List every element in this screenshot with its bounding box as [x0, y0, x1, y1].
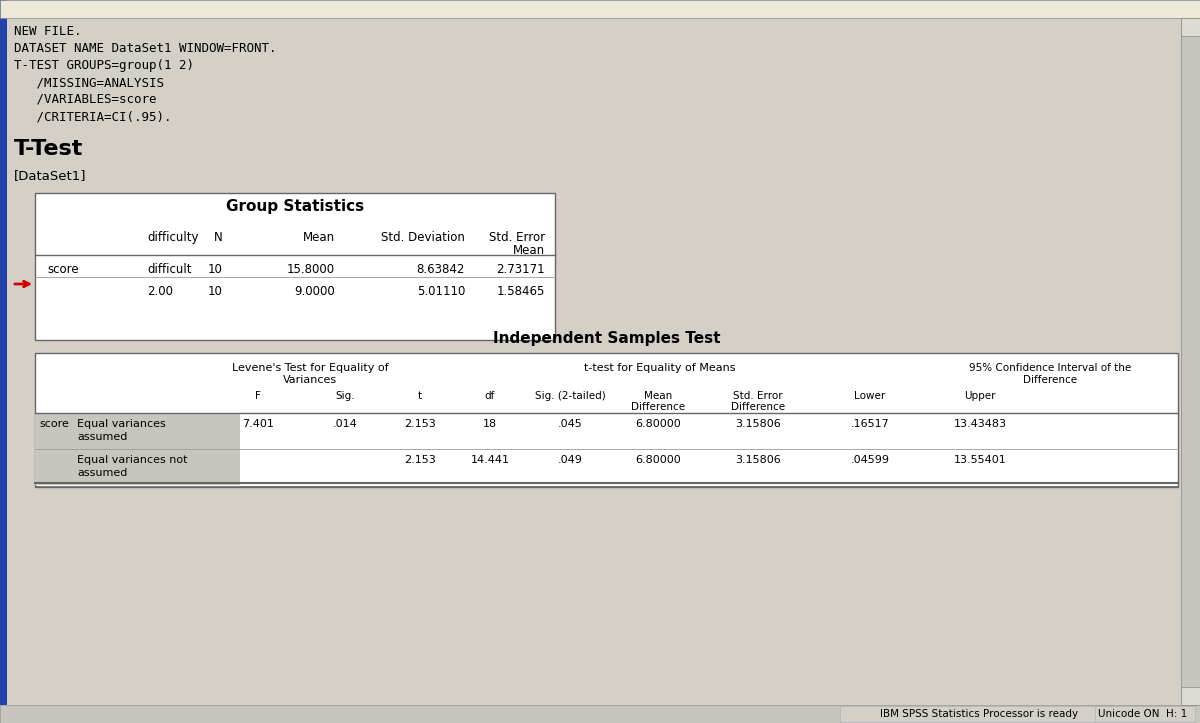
Text: Mean: Mean	[302, 231, 335, 244]
Text: NEW FILE.: NEW FILE.	[14, 25, 82, 38]
Text: 2.00: 2.00	[148, 285, 173, 298]
Text: Mean: Mean	[644, 391, 672, 401]
Text: Lower: Lower	[854, 391, 886, 401]
Text: .014: .014	[332, 419, 358, 429]
Text: assumed: assumed	[77, 432, 127, 442]
Text: Difference: Difference	[731, 402, 785, 412]
Text: 2.153: 2.153	[404, 419, 436, 429]
Bar	[1181, 18, 1200, 36]
Text: difficulty: difficulty	[148, 231, 198, 244]
Text: Sig.: Sig.	[335, 391, 355, 401]
Bar	[840, 706, 1190, 722]
Text: t-test for Equality of Means: t-test for Equality of Means	[584, 363, 736, 373]
Text: .049: .049	[558, 455, 582, 465]
Text: assumed: assumed	[77, 468, 127, 478]
Text: .04599: .04599	[851, 455, 889, 465]
Text: Levene's Test for Equality of: Levene's Test for Equality of	[232, 363, 389, 373]
Text: T-Test: T-Test	[14, 139, 83, 159]
Text: IBM SPSS Statistics Processor is ready: IBM SPSS Statistics Processor is ready	[880, 709, 1078, 719]
Text: 5.01110: 5.01110	[416, 285, 466, 298]
Text: Group Statistics: Group Statistics	[226, 199, 364, 214]
Text: T-TEST GROUPS=group(1 2): T-TEST GROUPS=group(1 2)	[14, 59, 194, 72]
Bar	[35, 193, 554, 340]
Text: Variances: Variances	[283, 375, 337, 385]
Text: Sig. (2-tailed): Sig. (2-tailed)	[535, 391, 605, 401]
Bar	[35, 449, 240, 485]
Text: 13.55401: 13.55401	[954, 455, 1007, 465]
Bar	[1181, 687, 1200, 705]
Text: 6.80000: 6.80000	[635, 419, 680, 429]
Text: Equal variances: Equal variances	[77, 419, 166, 429]
Text: 1.58465: 1.58465	[497, 285, 545, 298]
Bar	[0, 0, 7, 705]
Text: Std. Error: Std. Error	[488, 231, 545, 244]
Text: Mean: Mean	[512, 244, 545, 257]
Text: Equal variances not: Equal variances not	[77, 455, 187, 465]
Text: 10: 10	[208, 263, 223, 276]
Text: F: F	[256, 391, 260, 401]
Text: DATASET NAME DataSet1 WINDOW=FRONT.: DATASET NAME DataSet1 WINDOW=FRONT.	[14, 42, 276, 55]
Text: 14.441: 14.441	[470, 455, 510, 465]
Bar	[1181, 18, 1200, 705]
Text: 2.73171: 2.73171	[497, 263, 545, 276]
Text: 9.0000: 9.0000	[294, 285, 335, 298]
Text: Difference: Difference	[1022, 375, 1078, 385]
Text: .045: .045	[558, 419, 582, 429]
Text: t: t	[418, 391, 422, 401]
Text: Std. Error: Std. Error	[733, 391, 782, 401]
Text: Unicode ON  H: 1: Unicode ON H: 1	[1098, 709, 1187, 719]
Bar	[1096, 706, 1195, 722]
Text: 10: 10	[208, 285, 223, 298]
Text: 2.153: 2.153	[404, 455, 436, 465]
Text: 6.80000: 6.80000	[635, 455, 680, 465]
Text: difficult: difficult	[148, 263, 192, 276]
Text: 15.8000: 15.8000	[287, 263, 335, 276]
Text: Std. Deviation: Std. Deviation	[382, 231, 466, 244]
Text: /MISSING=ANALYSIS: /MISSING=ANALYSIS	[14, 76, 164, 89]
Text: .16517: .16517	[851, 419, 889, 429]
Bar	[35, 353, 1178, 487]
Bar	[35, 413, 240, 449]
Text: N: N	[215, 231, 223, 244]
Text: /CRITERIA=CI(.95).: /CRITERIA=CI(.95).	[14, 110, 172, 123]
Text: 3.15806: 3.15806	[736, 419, 781, 429]
Bar	[0, 705, 1200, 723]
Bar	[0, 0, 1200, 18]
Text: score: score	[47, 263, 79, 276]
Text: 8.63842: 8.63842	[416, 263, 466, 276]
Text: 18: 18	[482, 419, 497, 429]
Text: Difference: Difference	[631, 402, 685, 412]
Text: [DataSet1]: [DataSet1]	[14, 169, 86, 182]
Text: 3.15806: 3.15806	[736, 455, 781, 465]
Text: Upper: Upper	[965, 391, 996, 401]
Text: /VARIABLES=score: /VARIABLES=score	[14, 93, 156, 106]
Text: score: score	[38, 419, 68, 429]
Text: 95% Confidence Interval of the: 95% Confidence Interval of the	[968, 363, 1132, 373]
Text: 7.401: 7.401	[242, 419, 274, 429]
Text: df: df	[485, 391, 496, 401]
Text: 13.43483: 13.43483	[954, 419, 1007, 429]
Text: Independent Samples Test: Independent Samples Test	[493, 331, 720, 346]
